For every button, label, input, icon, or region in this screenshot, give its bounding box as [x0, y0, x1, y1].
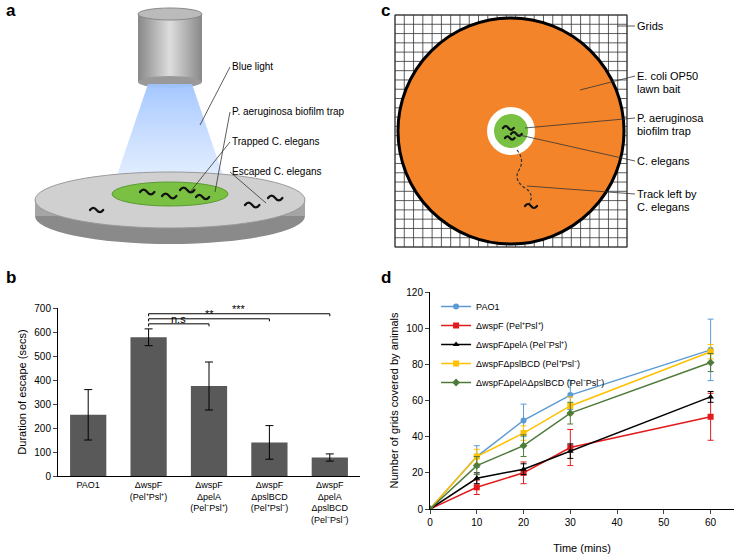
svg-text:Number of grids covered by ani: Number of grids covered by animals: [388, 312, 400, 489]
svg-text:600: 600: [34, 327, 51, 338]
svg-text:Duration of escape (secs): Duration of escape (secs): [16, 329, 28, 454]
svg-text:ΔwspFΔpelA(Pel⁻Psl⁺): ΔwspFΔpelA(Pel⁻Psl⁺): [190, 480, 228, 513]
svg-text:100: 100: [34, 447, 51, 458]
svg-text:300: 300: [34, 399, 51, 410]
svg-text:c: c: [381, 1, 390, 20]
svg-text:30: 30: [565, 517, 577, 528]
svg-text:ΔwspF (Pel⁺Psl⁺): ΔwspF (Pel⁺Psl⁺): [476, 321, 544, 331]
svg-text:0: 0: [417, 504, 423, 515]
svg-text:Grids: Grids: [637, 20, 664, 32]
svg-text:80: 80: [412, 359, 424, 370]
svg-text:E. coli OP50lawn bait: E. coli OP50lawn bait: [637, 70, 698, 95]
svg-text:20: 20: [518, 517, 530, 528]
svg-text:Blue light: Blue light: [232, 61, 273, 72]
svg-text:ΔwspFΔpelA (Pel⁻Psl⁺): ΔwspFΔpelA (Pel⁻Psl⁺): [476, 340, 567, 350]
svg-text:**: **: [205, 308, 214, 320]
svg-text:700: 700: [34, 303, 51, 314]
svg-text:a: a: [6, 1, 16, 20]
svg-text:60: 60: [412, 395, 424, 406]
svg-text:ΔwspFΔpelAΔpslBCD(Pel⁻Psl⁻): ΔwspFΔpelAΔpslBCD(Pel⁻Psl⁻): [311, 480, 349, 525]
svg-text:40: 40: [612, 517, 624, 528]
svg-text:20: 20: [412, 467, 424, 478]
svg-text:ΔwspFΔpslBCD (Pel⁺Psl⁻): ΔwspFΔpslBCD (Pel⁺Psl⁻): [476, 359, 580, 369]
svg-text:n.s: n.s: [171, 313, 186, 325]
svg-text:40: 40: [412, 431, 424, 442]
svg-text:0: 0: [427, 517, 433, 528]
html-text:d: d: [381, 268, 392, 287]
svg-text:400: 400: [34, 375, 51, 386]
svg-text:P. aeruginosa biofilm trap: P. aeruginosa biofilm trap: [232, 106, 345, 117]
svg-text:10: 10: [471, 517, 483, 528]
html-text:b: b: [6, 268, 17, 287]
svg-text:50: 50: [658, 517, 670, 528]
svg-text:Escaped C. elegans: Escaped C. elegans: [232, 166, 322, 177]
svg-text:***: ***: [232, 303, 246, 315]
svg-text:C. elegans: C. elegans: [637, 155, 690, 167]
svg-text:100: 100: [406, 323, 423, 334]
svg-text:PAO1: PAO1: [77, 480, 100, 490]
svg-text:500: 500: [34, 351, 51, 362]
svg-text:0: 0: [45, 471, 51, 482]
svg-text:200: 200: [34, 423, 51, 434]
svg-text:P. aeruginosabiofilm trap: P. aeruginosabiofilm trap: [637, 112, 704, 137]
svg-text:ΔwspF(Pel⁺Psl⁺): ΔwspF(Pel⁺Psl⁺): [130, 480, 168, 502]
svg-text:Time (mins): Time (mins): [553, 542, 611, 554]
svg-text:120: 120: [406, 287, 423, 298]
svg-text:ΔwspFΔpslBCD(Pel⁺Psl⁻): ΔwspFΔpslBCD(Pel⁺Psl⁻): [251, 480, 289, 513]
svg-text:Trapped C. elegans: Trapped C. elegans: [232, 136, 319, 147]
svg-text:PAO1: PAO1: [476, 302, 499, 312]
svg-text:ΔwspFΔpelAΔpslBCD (Pel⁻Psl⁻): ΔwspFΔpelAΔpslBCD (Pel⁻Psl⁻): [476, 378, 604, 388]
svg-text:Track left byC. elegans: Track left byC. elegans: [637, 188, 697, 213]
svg-text:60: 60: [705, 517, 717, 528]
